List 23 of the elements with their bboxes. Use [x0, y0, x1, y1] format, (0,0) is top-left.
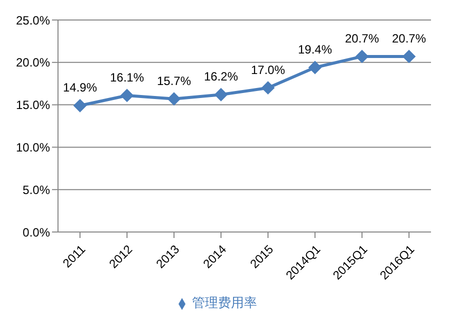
point: [262, 81, 274, 94]
y-tick-label: 0.0%: [22, 225, 50, 240]
legend-label: 管理费用率: [192, 295, 257, 310]
y-tick-label: 5.0%: [22, 182, 50, 197]
data-label: 16.2%: [204, 70, 238, 84]
point: [308, 60, 322, 74]
y-tick-label: 15.0%: [16, 98, 50, 112]
point: [402, 50, 416, 63]
point: [214, 88, 228, 102]
point: [74, 99, 86, 112]
y-tick-label: 20.0%: [16, 56, 50, 70]
y-tick-label: 25.0%: [16, 13, 50, 28]
data-label: 20.7%: [344, 31, 380, 46]
data-label: 15.7%: [156, 74, 192, 88]
point: [168, 92, 180, 106]
data-label: 16.1%: [110, 70, 144, 84]
data-label: 20.7%: [392, 31, 426, 46]
point: [356, 50, 368, 63]
data-label: 19.4%: [298, 42, 332, 56]
y-tick-label: 10.0%: [16, 140, 50, 154]
point: [120, 88, 134, 102]
data-label: 17.0%: [250, 62, 286, 77]
data-label: 14.9%: [62, 80, 98, 95]
